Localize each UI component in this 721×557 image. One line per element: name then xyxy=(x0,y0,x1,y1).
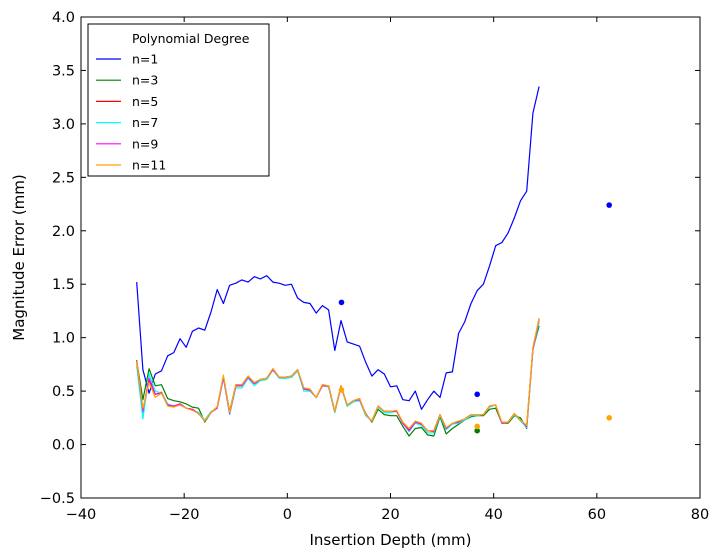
y-tick-label: 3.5 xyxy=(52,63,75,79)
y-tick-label: 2.5 xyxy=(52,170,75,186)
legend-entries: n=1 n=3 n=5 n=7 n=9 n=11 xyxy=(96,52,166,173)
x-axis-label: Insertion Depth (mm) xyxy=(309,531,471,549)
y-tick-label: 2.0 xyxy=(52,224,75,240)
x-tick-label: 60 xyxy=(588,507,606,523)
legend-label-n-1: n=1 xyxy=(132,52,158,67)
marker-n-11 xyxy=(338,387,345,393)
marker-layer xyxy=(338,202,612,434)
y-tick-label: −0.5 xyxy=(40,491,75,507)
marker-n-11 xyxy=(606,415,612,421)
x-tick-label: 0 xyxy=(283,507,292,523)
marker-n-3 xyxy=(474,427,481,434)
legend: Polynomial Degree n=1 n=3 n=5 n=7 n=9 n=11 xyxy=(87,23,270,177)
marker-n-11 xyxy=(474,423,481,430)
x-tick-label: 40 xyxy=(484,507,502,523)
x-tick-label: −40 xyxy=(66,507,97,523)
legend-label-n-7: n=7 xyxy=(132,115,158,130)
y-tick-label: 1.5 xyxy=(52,277,75,293)
legend-label-n-9: n=9 xyxy=(132,136,158,151)
y-tick-label: 1.0 xyxy=(52,331,75,347)
series-layer xyxy=(136,86,540,437)
series-line-n-11 xyxy=(136,318,540,432)
marker-n-1 xyxy=(474,391,481,398)
marker-n-1 xyxy=(606,202,612,208)
marker-n-1 xyxy=(338,299,345,306)
legend-title: Polynomial Degree xyxy=(132,31,250,46)
tick-layer: −40 −20 0 20 40 60 80 −0.5 0.0 0.5 1.0 1.5 2.0 2.5 3.0… xyxy=(40,10,709,523)
legend-label-n-3: n=3 xyxy=(132,73,158,88)
y-tick-label: 4.0 xyxy=(52,10,75,26)
x-tick-label: 80 xyxy=(691,507,709,523)
y-axis-label: Magnitude Error (mm) xyxy=(10,174,28,341)
x-tick-label: −20 xyxy=(169,507,200,523)
x-tick-label: 20 xyxy=(381,507,399,523)
y-tick-label: 3.0 xyxy=(52,117,75,133)
y-tick-label: 0.5 xyxy=(52,384,75,400)
legend-label-n-11: n=11 xyxy=(132,158,166,173)
series-line-n-1 xyxy=(136,86,540,410)
y-tick-label: 0.0 xyxy=(52,438,75,454)
legend-label-n-5: n=5 xyxy=(132,94,158,109)
legend-box xyxy=(87,23,270,177)
